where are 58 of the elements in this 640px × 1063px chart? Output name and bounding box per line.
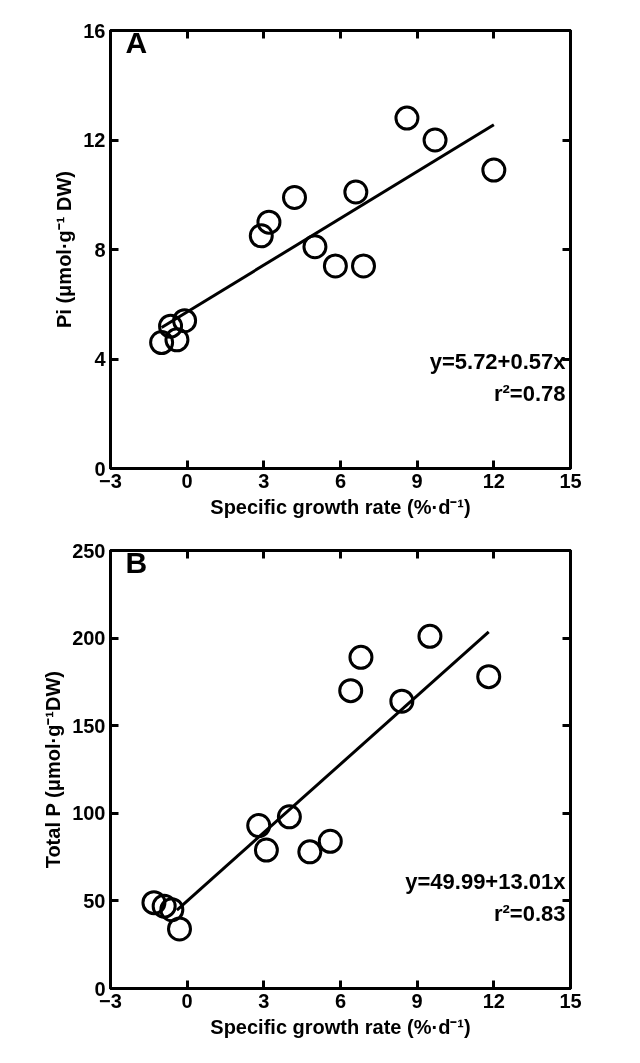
x-tick-label: 3 — [258, 469, 270, 492]
annotation: y=5.72+0.57x — [429, 348, 567, 374]
point — [256, 209, 282, 235]
point — [159, 897, 185, 923]
point — [172, 308, 198, 334]
point — [141, 890, 167, 916]
annotation: r²=0.83 — [493, 900, 566, 926]
y-tick-label: 200 — [72, 627, 106, 650]
point — [338, 678, 364, 704]
point — [149, 330, 175, 356]
point — [246, 813, 272, 839]
point — [322, 253, 348, 279]
annotation: B — [125, 545, 148, 579]
x-tick-label: 3 — [258, 989, 270, 1012]
y-tick-label: 100 — [72, 802, 106, 825]
point — [158, 313, 184, 339]
x-tick-label: 9 — [411, 469, 423, 492]
point — [276, 804, 302, 830]
point — [248, 223, 274, 249]
point — [389, 688, 415, 714]
point — [351, 253, 376, 279]
point — [282, 185, 307, 210]
y-tick-label: 50 — [83, 889, 106, 912]
x-tick-label: 6 — [334, 989, 347, 1012]
x-tick-label: 15 — [559, 469, 582, 492]
point — [481, 157, 507, 183]
point — [167, 916, 192, 942]
x-tick-label: 15 — [559, 989, 582, 1012]
point — [417, 623, 443, 649]
y-tick-label: 16 — [83, 19, 106, 42]
point — [253, 837, 279, 863]
y-tick-label: 4 — [94, 348, 107, 370]
x-tick-label: 0 — [181, 469, 193, 492]
annotation: y=49.99+13.01x — [405, 868, 567, 894]
x-tick-label: 12 — [482, 469, 505, 492]
annotation: A — [125, 25, 148, 59]
x-tick-label: 12 — [482, 989, 505, 1012]
point — [476, 664, 502, 690]
point — [422, 127, 448, 153]
point — [348, 644, 374, 670]
point — [394, 105, 420, 131]
x-tick-label: 9 — [411, 989, 423, 1012]
x-axis-title: Specific growth rate (%·d⁻¹) — [210, 1015, 471, 1038]
x-tick-label: 0 — [181, 989, 193, 1012]
y-tick-label: 250 — [72, 539, 106, 562]
point — [297, 839, 323, 865]
point — [343, 179, 369, 205]
point — [317, 828, 343, 854]
y-tick-label: 8 — [94, 238, 106, 261]
y-tick-label: 150 — [72, 714, 106, 737]
x-tick-label: 6 — [334, 469, 347, 492]
point — [302, 234, 328, 260]
y-axis-title: Total P (μmol·g⁻¹DW) — [42, 671, 65, 869]
point — [164, 327, 190, 353]
y-axis-title: Pi (μmol·g⁻¹ DW) — [53, 171, 76, 328]
y-tick-label: 12 — [83, 129, 106, 151]
annotation: r²=0.78 — [493, 380, 566, 406]
x-axis-title: Specific growth rate (%·d⁻¹) — [210, 495, 471, 518]
